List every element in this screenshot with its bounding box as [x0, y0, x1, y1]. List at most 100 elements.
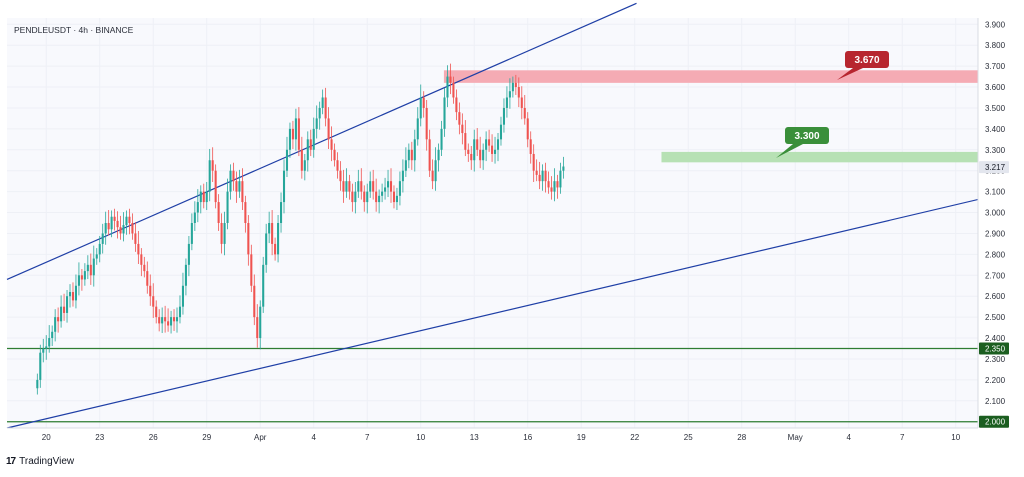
- candle: [369, 171, 372, 198]
- candle-body: [499, 124, 503, 140]
- candle: [187, 235, 190, 277]
- candle-body: [107, 223, 110, 230]
- candle: [45, 335, 48, 360]
- candle: [184, 258, 187, 296]
- candle: [217, 194, 220, 231]
- time-axis[interactable]: [0, 428, 978, 444]
- candle: [416, 107, 419, 146]
- candle: [461, 113, 464, 145]
- candle: [54, 309, 57, 342]
- candle-body: [410, 149, 413, 161]
- candle: [452, 76, 455, 104]
- candle: [155, 300, 158, 324]
- price-tick-label: 3.300: [985, 146, 1006, 155]
- tradingview-footer[interactable]: 17 TradingView: [6, 453, 74, 469]
- candle: [107, 210, 110, 236]
- candle-body: [190, 223, 193, 244]
- candle: [440, 120, 443, 157]
- candle-body: [155, 306, 158, 318]
- candle-body: [232, 170, 235, 182]
- candle-body: [461, 124, 464, 134]
- candle: [241, 168, 244, 211]
- resistance-badge-pointer: [837, 68, 863, 80]
- candle-body: [104, 223, 107, 234]
- candle: [256, 304, 259, 348]
- candle: [401, 159, 404, 193]
- candle: [232, 162, 235, 191]
- candle: [122, 212, 125, 242]
- candle: [149, 274, 152, 306]
- candle: [547, 171, 550, 194]
- candle: [345, 168, 348, 198]
- candle: [297, 107, 300, 157]
- price-tick-label: 3.900: [985, 20, 1006, 29]
- current-price-badge: [979, 161, 1009, 174]
- plot-area[interactable]: [7, 18, 978, 428]
- candle-body: [526, 118, 529, 140]
- time-tick-label: 16: [523, 433, 532, 442]
- candle: [455, 89, 458, 121]
- candle-body: [71, 292, 75, 301]
- candle-body: [327, 118, 330, 140]
- candle-body: [532, 153, 535, 171]
- candle: [493, 136, 497, 164]
- candle-body: [83, 271, 86, 280]
- candle-body: [196, 202, 199, 213]
- candle-body: [89, 264, 92, 276]
- candle: [467, 143, 470, 162]
- candle: [208, 148, 211, 202]
- candle-body: [211, 160, 214, 171]
- candle: [309, 129, 312, 157]
- candle-body: [395, 195, 398, 203]
- candle: [404, 147, 407, 177]
- candle: [57, 307, 60, 333]
- candle: [479, 136, 482, 169]
- candle-body: [493, 149, 497, 154]
- candle: [196, 189, 199, 223]
- candle-body: [300, 149, 303, 171]
- candle-body: [134, 233, 137, 244]
- candle-body: [122, 225, 125, 234]
- candle: [271, 210, 274, 256]
- candle: [110, 210, 113, 238]
- candle: [386, 169, 390, 198]
- price-tick-label: 2.700: [985, 271, 1006, 280]
- candle-body: [517, 87, 520, 98]
- candle-body: [217, 202, 220, 223]
- candle-body: [386, 181, 390, 188]
- candle: [520, 86, 523, 120]
- candle-body: [214, 170, 217, 203]
- candle: [556, 174, 559, 199]
- candle: [39, 344, 42, 388]
- price-tick-label: 2.400: [985, 334, 1006, 343]
- candle: [422, 91, 425, 118]
- candle-body: [485, 139, 488, 150]
- candle-body: [449, 76, 452, 83]
- candle: [321, 89, 324, 115]
- candle-body: [541, 170, 544, 182]
- candle-body: [244, 202, 247, 223]
- candle: [223, 211, 226, 256]
- candle: [190, 213, 193, 251]
- candle: [279, 192, 283, 233]
- support-badge: [785, 127, 829, 144]
- price-axis[interactable]: [978, 18, 1024, 428]
- candle: [238, 169, 241, 198]
- candle-body: [342, 181, 345, 192]
- candle: [86, 255, 89, 280]
- candle-body: [381, 191, 384, 196]
- price-tick-label: 3.100: [985, 188, 1006, 197]
- candle: [384, 177, 387, 200]
- candle-body: [178, 306, 182, 318]
- candle-body: [330, 139, 333, 150]
- candle-body: [464, 133, 467, 150]
- candle: [410, 141, 413, 170]
- candle-body: [544, 170, 547, 182]
- symbol-title: PENDLEUSDT · 4h · BINANCE: [14, 25, 134, 35]
- candle: [202, 183, 205, 209]
- candle: [95, 248, 98, 265]
- candle-body: [294, 118, 297, 140]
- time-tick-label: 29: [202, 433, 211, 442]
- candle-body: [556, 181, 559, 188]
